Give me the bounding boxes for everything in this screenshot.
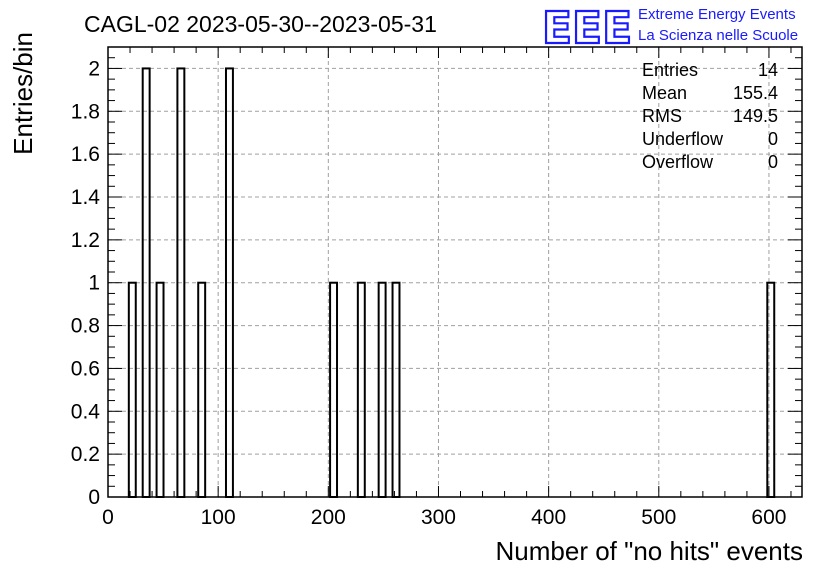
stats-label: Mean <box>642 83 687 103</box>
tick-labels: 0 100 200 300 400 500 60000.20.40.60.811.21.41… <box>71 57 787 529</box>
y-axis-title: Entries/bin <box>8 32 38 155</box>
y-tick-label: 0 <box>88 486 100 509</box>
x-tick-label: 400 <box>531 506 566 529</box>
y-tick-label: 0.6 <box>71 357 100 380</box>
y-tick-label: 0.8 <box>71 315 100 338</box>
eee-logo: EEE Extreme Energy Events La Scienza nel… <box>541 2 798 55</box>
y-tick-label: 2 <box>88 57 100 80</box>
axes <box>107 46 803 498</box>
stats-value: 0 <box>768 129 778 149</box>
stats-value: 155.4 <box>733 83 778 103</box>
eee-logo-mark: EEE <box>542 3 632 54</box>
y-tick-label: 1.4 <box>71 186 101 209</box>
x-tick-label: 0 <box>102 506 114 529</box>
x-tick-label: 600 <box>751 506 786 529</box>
y-tick-label: 1 <box>88 272 100 295</box>
stats-value: 149.5 <box>733 106 778 126</box>
y-tick-label: 1.8 <box>71 100 100 123</box>
y-tick-label: 0.4 <box>71 400 101 423</box>
x-tick-label: 200 <box>311 506 346 529</box>
x-tick-label: 100 <box>201 506 236 529</box>
y-tick-label: 0.2 <box>71 443 100 466</box>
chart-title: CAGL-02 2023-05-30--2023-05-31 <box>84 11 437 37</box>
stats-value: 14 <box>758 60 778 80</box>
x-tick-label: 500 <box>641 506 676 529</box>
stats-box: Entries 14 Mean 155.4 RMS 149.5 Underflow 0 Over… <box>642 60 778 172</box>
x-tick-label: 300 <box>421 506 456 529</box>
stats-label: Overflow <box>642 152 714 172</box>
y-tick-label: 1.2 <box>71 229 100 252</box>
stats-label: RMS <box>642 106 682 126</box>
stats-value: 0 <box>768 152 778 172</box>
x-axis-title: Number of "no hits" events <box>496 536 804 566</box>
eee-logo-line2: La Scienza nelle Scuole <box>638 27 798 44</box>
stats-label: Underflow <box>642 129 724 149</box>
y-tick-label: 1.6 <box>71 143 100 166</box>
stats-label: Entries <box>642 60 698 80</box>
eee-logo-line1: Extreme Energy Events <box>638 6 796 23</box>
